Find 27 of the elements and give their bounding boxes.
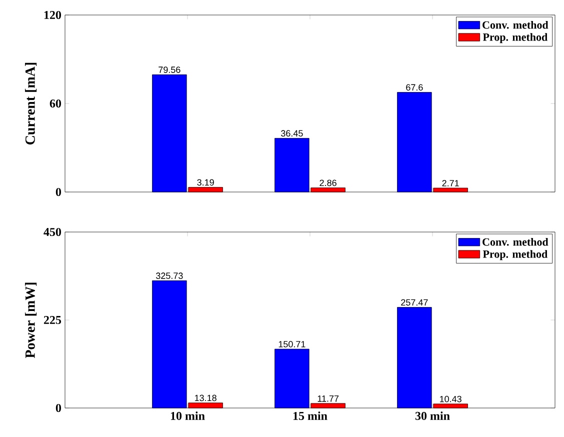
data-label: 11.77 bbox=[318, 396, 339, 402]
data-label: 13.18 bbox=[195, 394, 216, 402]
data-label: 2.71 bbox=[442, 180, 459, 186]
y-tick-label: 120 bbox=[44, 10, 62, 20]
legend-label: Conv. method bbox=[482, 20, 548, 29]
data-label: 2.86 bbox=[320, 180, 336, 186]
data-label: 36.45 bbox=[281, 130, 303, 137]
x-tick-label: 30 min bbox=[415, 412, 450, 420]
data-label: 3.19 bbox=[197, 179, 214, 186]
x-tick-label: 10 min bbox=[170, 412, 205, 420]
data-label: 325.73 bbox=[156, 272, 183, 279]
legend-label: Prop. method bbox=[482, 33, 548, 44]
y-tick-label: 225 bbox=[44, 316, 62, 324]
legend-label: Prop. method bbox=[482, 250, 548, 260]
data-label: 257.47 bbox=[401, 299, 428, 306]
data-label: 79.56 bbox=[158, 66, 180, 73]
y-tick-label: 0 bbox=[56, 188, 62, 196]
legend-label: Conv. method bbox=[482, 238, 548, 246]
y-tick-label: 0 bbox=[56, 404, 62, 412]
x-tick-label: 15 min bbox=[293, 412, 328, 420]
data-label: 67.6 bbox=[406, 84, 423, 91]
y-tick-label: 450 bbox=[44, 228, 62, 236]
y-axis-title: Current [mA] bbox=[25, 62, 37, 144]
y-axis-title: Power [mW] bbox=[25, 282, 37, 358]
data-label: 10.43 bbox=[440, 396, 462, 402]
data-label: 150.71 bbox=[278, 340, 306, 348]
y-tick-label: 60 bbox=[50, 99, 62, 108]
